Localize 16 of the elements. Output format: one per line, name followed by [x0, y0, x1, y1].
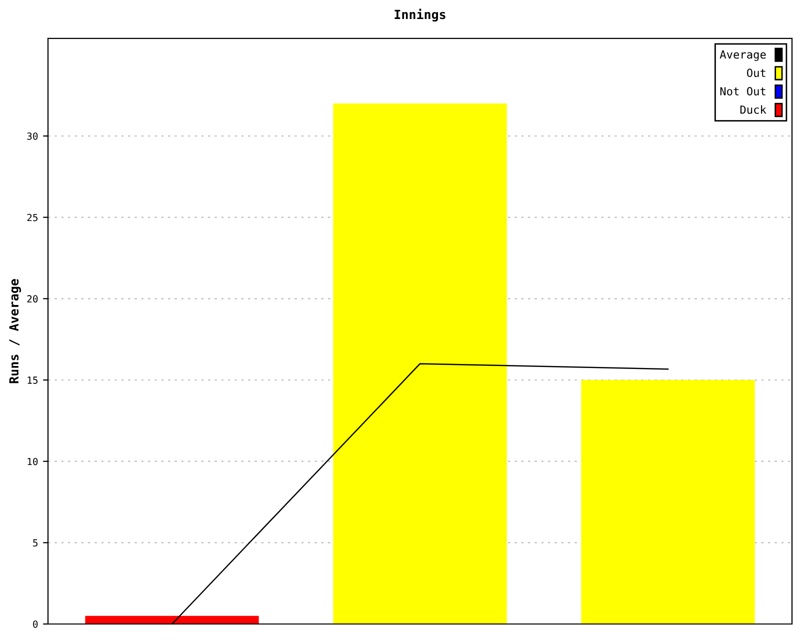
- bar: [581, 380, 755, 624]
- y-tick-label: 20: [27, 295, 38, 303]
- y-axis-title: Runs / Average: [9, 279, 22, 384]
- legend-label: Average: [720, 50, 766, 61]
- chart-title: Innings: [394, 8, 446, 22]
- y-tick-label: 15: [28, 376, 38, 384]
- bar: [85, 616, 259, 624]
- legend-label: Not Out: [720, 87, 766, 96]
- legend-label: Out: [747, 68, 766, 78]
- y-tick-label: 25: [27, 214, 38, 222]
- y-tick-label: 0: [33, 620, 38, 628]
- y-tick-label: 5: [33, 539, 38, 547]
- y-tick-label: 10: [28, 458, 38, 466]
- y-tick-label: 30: [27, 132, 38, 140]
- legend-label: Duck: [740, 105, 766, 114]
- bar: [333, 103, 507, 624]
